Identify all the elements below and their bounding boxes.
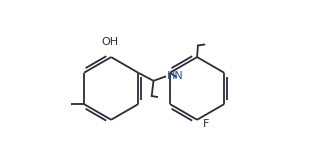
Text: OH: OH xyxy=(102,37,119,47)
Text: F: F xyxy=(202,119,209,129)
Text: HN: HN xyxy=(167,71,184,81)
